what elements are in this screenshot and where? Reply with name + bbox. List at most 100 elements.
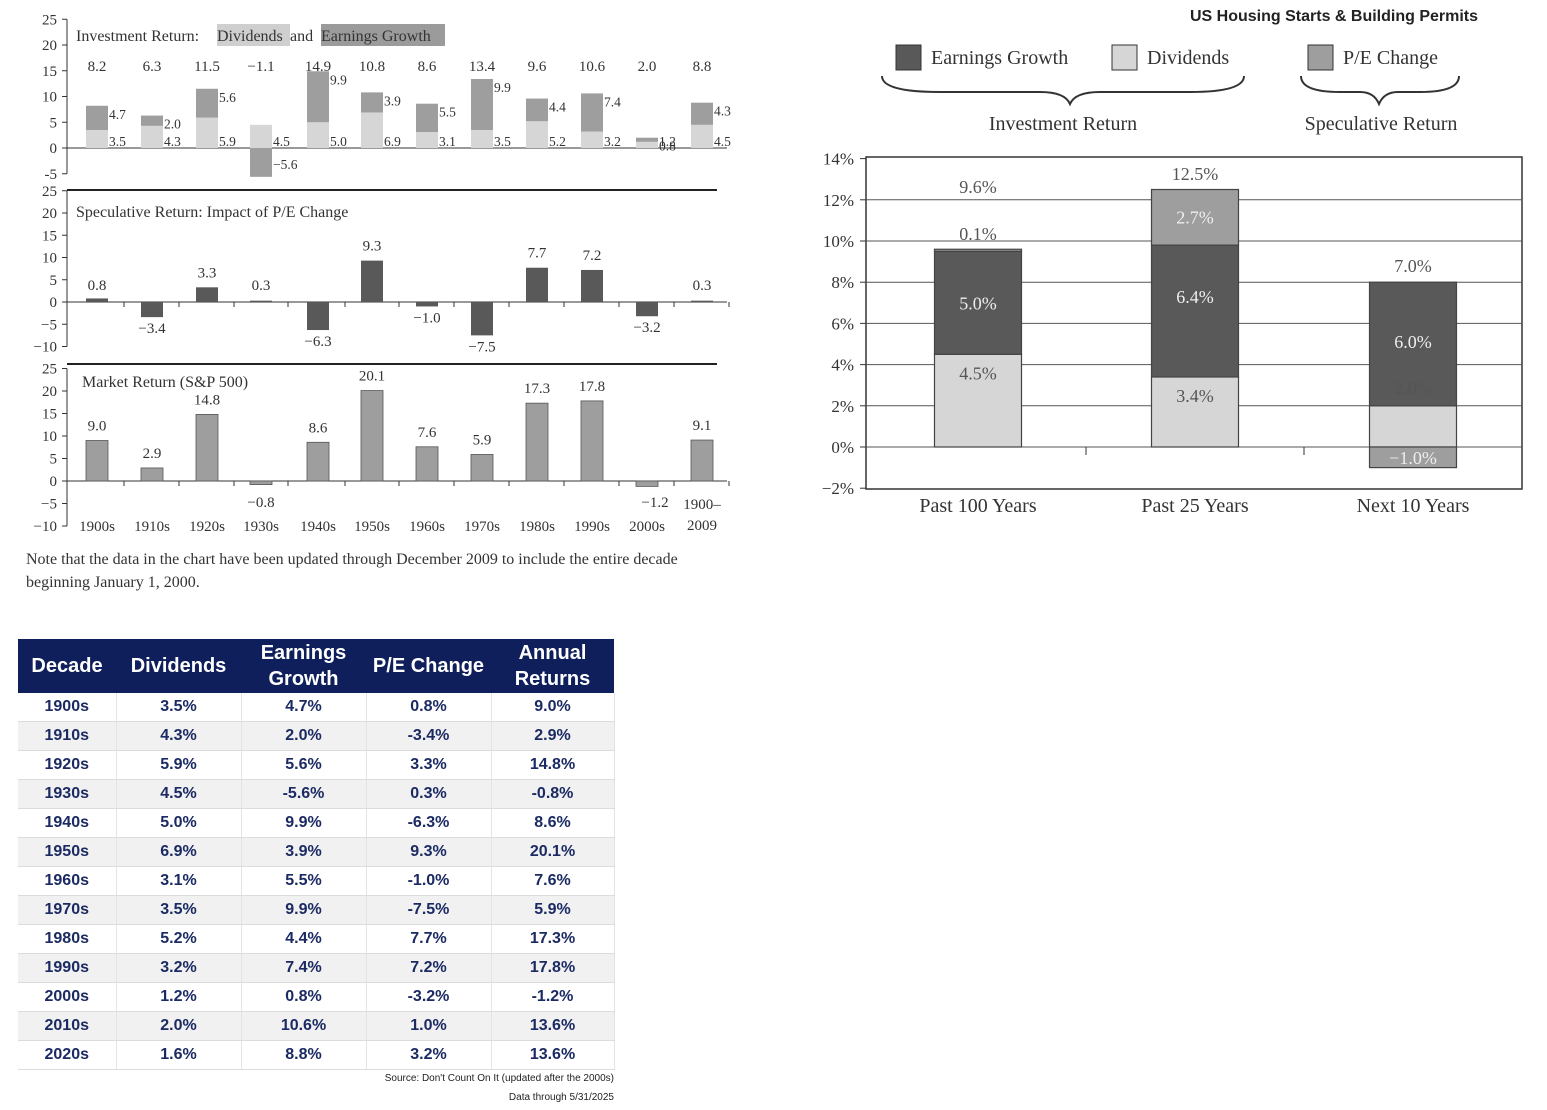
earnings-growth-cell: 3.9% — [241, 837, 367, 867]
dividends-label: 5.0 — [330, 134, 347, 149]
total-label: −1.1 — [247, 59, 274, 75]
y-tick-label: 15 — [42, 64, 57, 80]
y-tick-label: 0% — [831, 438, 854, 457]
pe-change-label: 0.3 — [252, 278, 271, 294]
total-label: 14.9 — [305, 59, 331, 75]
table-row: 2000s 1.2% 0.8% -3.2% -1.2% — [18, 982, 615, 1012]
dividends-cell: 5.2% — [116, 924, 242, 954]
x-tick-label: 2009 — [687, 518, 717, 534]
annual-returns-cell: 8.6% — [491, 808, 615, 838]
dividends-label: 3.4% — [1176, 386, 1214, 406]
table-row: 1970s 3.5% 9.9% -7.5% 5.9% — [18, 895, 615, 925]
dividends-label: 3.1 — [439, 134, 456, 149]
table-row: 2020s 1.6% 8.8% 3.2% 13.6% — [18, 1040, 615, 1070]
y-tick-label: 0 — [50, 141, 58, 157]
market-return-label: 8.6 — [309, 420, 328, 436]
dividends-bar — [691, 124, 713, 148]
left-chart-panel: 25 20 15 10 5 0 -5 25 20 15 10 5 0 −5 −10 25 20 15 10 5 0 −5−… — [0, 0, 765, 600]
pe-change-cell: -6.3% — [366, 808, 492, 838]
earnings-growth-cell: 9.9% — [241, 808, 367, 838]
annual-returns-cell: 17.3% — [491, 924, 615, 954]
dividends-bar — [471, 129, 493, 148]
y-tick-label: 15 — [42, 407, 57, 423]
dividends-cell: 5.9% — [116, 750, 242, 780]
dividends-label: 4.5% — [959, 363, 997, 383]
pe-change-label: 3.3 — [198, 265, 217, 281]
dividends-cell: 3.5% — [116, 895, 242, 925]
panel-title-part: and — [290, 28, 313, 45]
pe-change-bar — [196, 287, 218, 302]
pe-change-cell: 7.2% — [366, 953, 492, 983]
x-category-label: Next 10 Years — [1357, 495, 1470, 517]
earnings-growth-label: 4.4 — [549, 100, 566, 115]
market-return-label: 9.0 — [88, 419, 107, 435]
table-source: Source: Don't Count On It (updated after… — [384, 1073, 614, 1084]
total-return-label: 7.0% — [1394, 256, 1432, 276]
header-decade: Decade — [18, 639, 116, 693]
panel-title-part: Investment Return: — [76, 28, 199, 45]
y-tick-label: 12% — [823, 191, 854, 210]
return-decomposition-chart: Earnings Growth Dividends P/E Change Invest… — [822, 44, 1523, 517]
pe-change-bar — [581, 269, 603, 302]
dividends-label: 4.5 — [714, 134, 731, 149]
market-return-bar — [525, 402, 549, 482]
pe-change-label: 0.8 — [88, 278, 107, 294]
earnings-growth-bar — [471, 78, 493, 130]
panel-title: Speculative Return: Impact of P/E Change — [76, 204, 348, 221]
y-tick-label: 20 — [42, 206, 57, 222]
pe-change-label: 9.3 — [363, 239, 382, 255]
earnings-growth-label: 6.0% — [1394, 332, 1432, 352]
decade-cell: 1930s — [18, 779, 117, 809]
earnings-growth-label: 9.9 — [330, 72, 347, 87]
annual-returns-cell: 9.0% — [491, 693, 615, 722]
dividends-label: 5.9 — [219, 134, 236, 149]
pe-change-cell: 1.0% — [366, 1011, 492, 1041]
table-row: 1930s 4.5% -5.6% 0.3% -0.8% — [18, 779, 615, 809]
earnings-growth-bar — [636, 137, 658, 142]
pe-change-cell: 0.3% — [366, 779, 492, 809]
market-return-label: 2.9 — [143, 446, 162, 462]
earnings-growth-cell: 9.9% — [241, 895, 367, 925]
investment-return-brace — [881, 75, 1245, 107]
annual-returns-cell: 2.9% — [491, 721, 615, 751]
panel-title-part: Dividends — [217, 28, 283, 45]
pe-change-label: 0.1% — [959, 224, 997, 244]
decade-cell: 1910s — [18, 721, 117, 751]
dividends-label: 4.3 — [164, 134, 181, 149]
dividends-bar — [1368, 405, 1458, 448]
pe-change-cell: 7.7% — [366, 924, 492, 954]
dividends-cell: 3.1% — [116, 866, 242, 896]
dividends-label: 6.9 — [384, 134, 401, 149]
market-return-bar — [85, 440, 109, 482]
decade-cell: 1970s — [18, 895, 117, 925]
x-tick-label: 2000s — [629, 519, 665, 535]
y-tick-label: −5 — [41, 497, 57, 513]
dividends-label: 5.2 — [549, 134, 566, 149]
table-row: 1980s 5.2% 4.4% 7.7% 17.3% — [18, 924, 615, 954]
earnings-growth-label: 2.0 — [164, 117, 181, 132]
y-tick-label: 8% — [831, 273, 854, 292]
title-highlight — [217, 24, 290, 46]
group-label: Speculative Return — [1305, 113, 1458, 135]
market-return-label: 20.1 — [359, 369, 385, 385]
decade-cell: 1950s — [18, 837, 117, 867]
pe-change-bar — [636, 302, 658, 317]
total-label: 10.8 — [359, 59, 385, 75]
chart-note: Note that the data in the chart have bee… — [26, 551, 678, 591]
dividends-label: 1.2 — [659, 134, 676, 149]
decade-cell: 1980s — [18, 924, 117, 954]
pe-change-cell: -3.2% — [366, 982, 492, 1012]
earnings-growth-cell: 0.8% — [241, 982, 367, 1012]
x-tick-label: 1960s — [409, 519, 445, 535]
earnings-growth-bar — [691, 102, 713, 125]
decade-cell: 1990s — [18, 953, 117, 983]
pe-change-label: −1.0% — [1389, 448, 1437, 468]
earnings-growth-bar — [933, 250, 1023, 355]
y-tick-label: 10 — [42, 251, 57, 267]
market-return-label: −0.8 — [247, 495, 274, 511]
earnings-growth-bar — [361, 92, 383, 113]
dividends-cell: 1.6% — [116, 1040, 242, 1070]
annual-returns-cell: 5.9% — [491, 895, 615, 925]
y-tick-label: 0 — [50, 474, 58, 490]
y-tick-label: -5 — [45, 167, 58, 183]
